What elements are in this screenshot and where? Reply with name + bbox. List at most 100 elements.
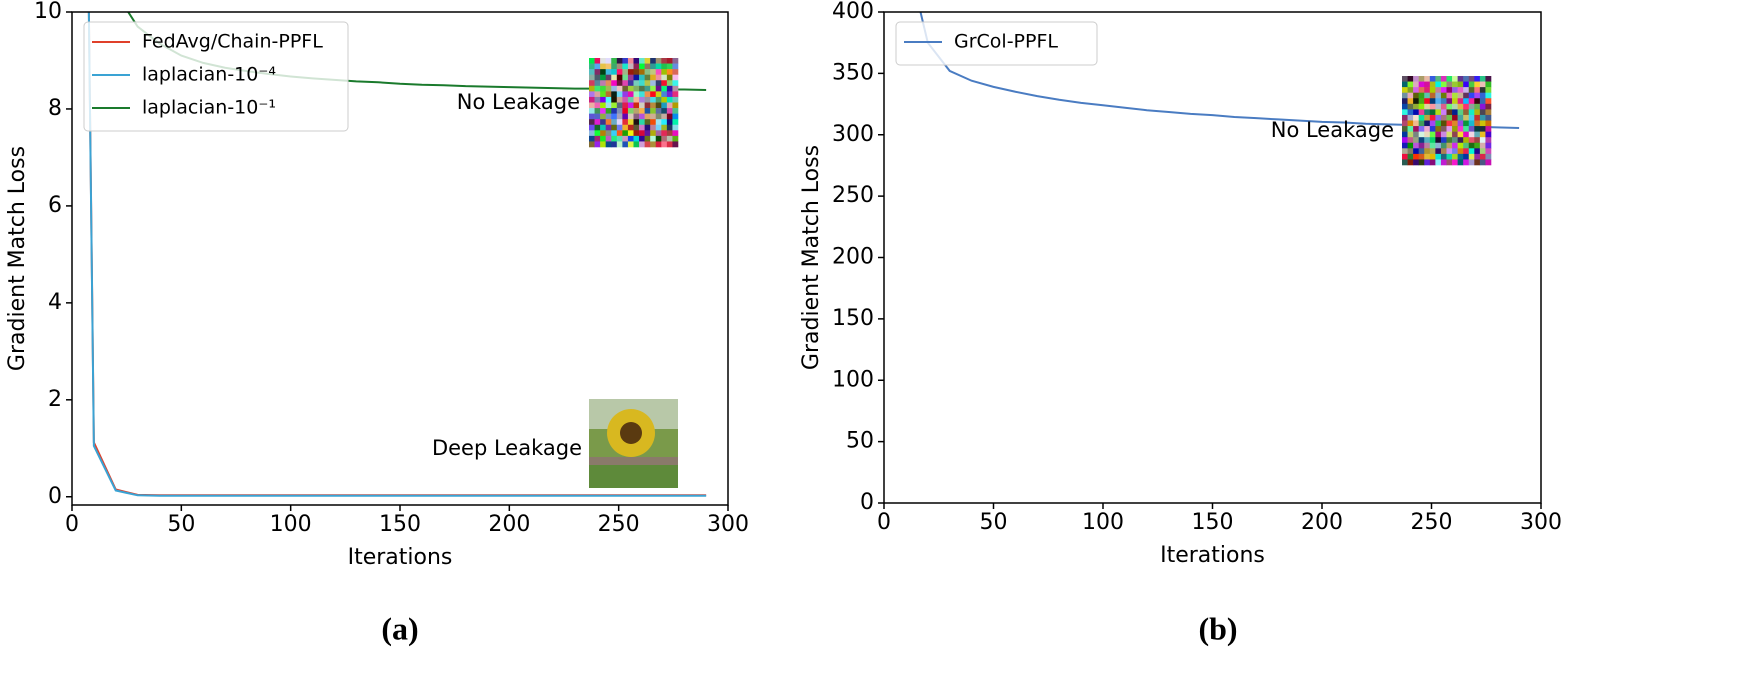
x-tick-label: 100 [270,512,312,537]
noise-pixel [655,113,662,120]
noise-pixel [1452,159,1458,166]
noise-pixel [589,113,595,120]
noise-pixel [1440,148,1447,155]
noise-pixel [650,96,657,103]
y-tick-label: 300 [832,122,874,147]
noise-pixel [1446,153,1453,160]
noise-pixel [1429,159,1436,166]
noise-pixel [1463,109,1470,116]
noise-pixel [1468,87,1475,93]
noise-pixel [633,63,640,70]
noise-pixel [627,58,634,64]
noise-pixel [1468,126,1475,132]
noise-pixel [644,58,651,64]
noise-pixel [1457,98,1464,105]
noise-pixel [1435,87,1442,93]
noise-pixel [600,119,606,126]
noise-pixel [1413,87,1419,93]
noise-pixel [655,63,662,70]
noise-pixel [1479,159,1486,166]
noise-pixel [627,74,634,81]
noise-pixel [1402,76,1408,82]
noise-pixel [672,80,679,87]
noise-pixel [1435,98,1442,105]
noise-pixel [611,69,618,75]
noise-pixel [1452,153,1458,160]
noise-pixel [1407,159,1414,166]
noise-pixel [1452,131,1458,138]
noise-pixel [616,119,623,126]
noise-pixel [1452,120,1458,127]
noise-pixel [1424,87,1431,93]
noise-pixel [1468,142,1475,149]
noise-pixel [633,124,640,131]
noise-pixel [1463,114,1470,121]
noise-pixel [611,141,618,148]
noise-pixel [611,74,618,81]
x-tick-label: 250 [598,512,640,537]
noise-pixel [589,108,595,114]
noise-pixel [600,102,606,109]
noise-pixel [672,102,679,109]
noise-pixel [1485,109,1492,116]
noise-pixel [605,108,612,114]
noise-pixel [655,141,662,148]
noise-pixel [616,74,623,81]
noise-pixel [622,102,629,109]
noise-pixel [605,102,612,109]
y-tick-label: 50 [846,429,874,454]
y-tick-label: 2 [48,387,62,412]
noise-pixel [1402,137,1408,144]
noise-pixel [611,113,618,120]
noise-pixel [1479,126,1486,132]
noise-pixel [594,91,601,98]
noise-pixel [1440,114,1447,121]
noise-pixel [1468,131,1475,138]
x-tick-label: 100 [1082,510,1124,535]
line-series [87,12,707,497]
noise-pixel [616,141,623,148]
noise-pixel [633,135,640,142]
noise-pixel [666,63,673,70]
noise-pixel [1463,137,1470,144]
noise-pixel [622,80,629,87]
noise-pixel [1418,81,1425,88]
noise-pixel [655,80,662,87]
noise-pixel [1479,81,1486,88]
noise-pixel [1413,76,1419,82]
x-tick-label: 300 [707,512,749,537]
legend-label: FedAvg/Chain-PPFL [142,31,323,53]
noise-pixel [1463,131,1470,138]
noise-pixel [600,80,606,87]
noise-pixel [1463,148,1470,155]
noise-pixel [1479,148,1486,155]
noise-pixel [661,119,668,126]
noise-pixel [644,130,651,137]
noise-pixel [1429,92,1436,99]
noise-pixel [627,141,634,148]
noise-pixel [1440,109,1447,116]
noise-pixel [1457,109,1464,116]
noise-pixel [1479,131,1486,138]
noise-pixel [1452,109,1458,116]
noise-pixel [1435,148,1442,155]
noise-pixel [672,108,679,114]
noise-pixel [1479,76,1486,82]
noise-pixel [605,113,612,120]
noise-pixel [1435,153,1442,160]
noise-pixel [1418,87,1425,93]
noise-pixel [661,63,668,70]
noise-pixel [644,80,651,87]
noise-pixel [1402,126,1408,132]
noise-pixel [1479,137,1486,144]
noise-pixel [1435,81,1442,88]
legend-box [895,21,1098,66]
noise-pixel [661,74,668,81]
noise-pixel [1402,131,1408,138]
noise-pixel [1435,131,1442,138]
noise-pixel [661,96,668,103]
noise-pixel [1424,126,1431,132]
y-tick-label: 200 [832,245,874,270]
